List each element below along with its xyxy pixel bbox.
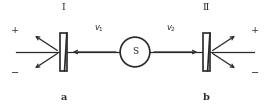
Bar [60,33,67,71]
Text: I: I [62,3,65,12]
Text: −: − [11,69,19,78]
Text: −: − [251,69,259,78]
Text: a: a [60,93,67,102]
Text: II: II [203,3,210,12]
Bar [203,33,210,71]
Text: b: b [203,93,210,102]
Text: +: + [251,26,259,35]
Text: $v_2$: $v_2$ [166,24,177,34]
Text: S: S [132,48,138,56]
Text: +: + [11,26,19,35]
Text: $v_1$: $v_1$ [93,24,104,34]
Ellipse shape [120,37,150,67]
